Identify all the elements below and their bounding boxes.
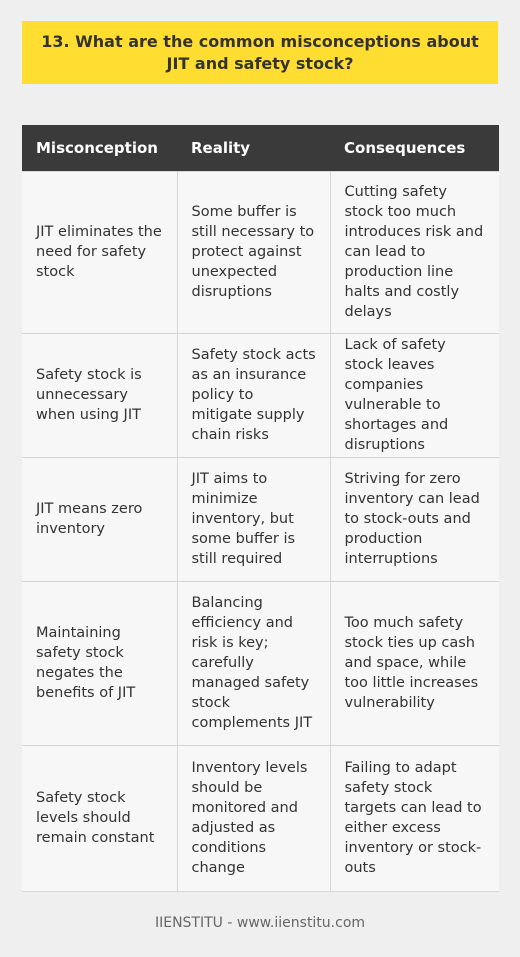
misconception-cell: Maintaining safety stock negates the ben… bbox=[22, 580, 178, 746]
reality-cell: Some buffer is still necessary to protec… bbox=[176, 170, 331, 334]
misconception-cell: JIT eliminates the need for safety stock bbox=[22, 170, 178, 334]
table-row: Safety stock is unnecessary when using J… bbox=[22, 332, 499, 458]
consequences-cell: Striving for zero inventory can lead to … bbox=[329, 456, 499, 582]
reality-cell: JIT aims to minimize inventory, but some… bbox=[176, 456, 331, 582]
misconception-cell: Safety stock levels should remain consta… bbox=[22, 744, 178, 892]
header-consequences: Consequences bbox=[330, 125, 499, 171]
header-misconception: Misconception bbox=[22, 125, 177, 171]
misconceptions-table: Misconception Reality Consequences JIT e… bbox=[22, 125, 499, 892]
footer-credit: IIENSTITU - www.iienstitu.com bbox=[154, 915, 366, 931]
consequences-cell: Too much safety stock ties up cash and s… bbox=[329, 580, 499, 746]
reality-cell: Balancing efficiency and risk is key; ca… bbox=[176, 580, 331, 746]
misconception-cell: Safety stock is unnecessary when using J… bbox=[22, 332, 178, 458]
table-row: JIT eliminates the need for safety stock… bbox=[22, 170, 499, 334]
table-row: Maintaining safety stock negates the ben… bbox=[22, 580, 499, 746]
consequences-cell: Lack of safety stock leaves companies vu… bbox=[329, 332, 499, 458]
consequences-cell: Cutting safety stock too much introduces… bbox=[329, 170, 499, 334]
table-row: Safety stock levels should remain consta… bbox=[22, 744, 499, 892]
consequences-cell: Failing to adapt safety stock targets ca… bbox=[329, 744, 499, 892]
reality-cell: Safety stock acts as an insurance policy… bbox=[176, 332, 331, 458]
table-header-row: Misconception Reality Consequences bbox=[22, 125, 499, 171]
table-row: JIT means zero inventory JIT aims to min… bbox=[22, 456, 499, 582]
header-reality: Reality bbox=[177, 125, 330, 171]
title-banner: 13. What are the common misconceptions a… bbox=[22, 21, 498, 84]
misconception-cell: JIT means zero inventory bbox=[22, 456, 178, 582]
page-title: 13. What are the common misconceptions a… bbox=[41, 31, 479, 73]
reality-cell: Inventory levels should be monitored and… bbox=[176, 744, 331, 892]
